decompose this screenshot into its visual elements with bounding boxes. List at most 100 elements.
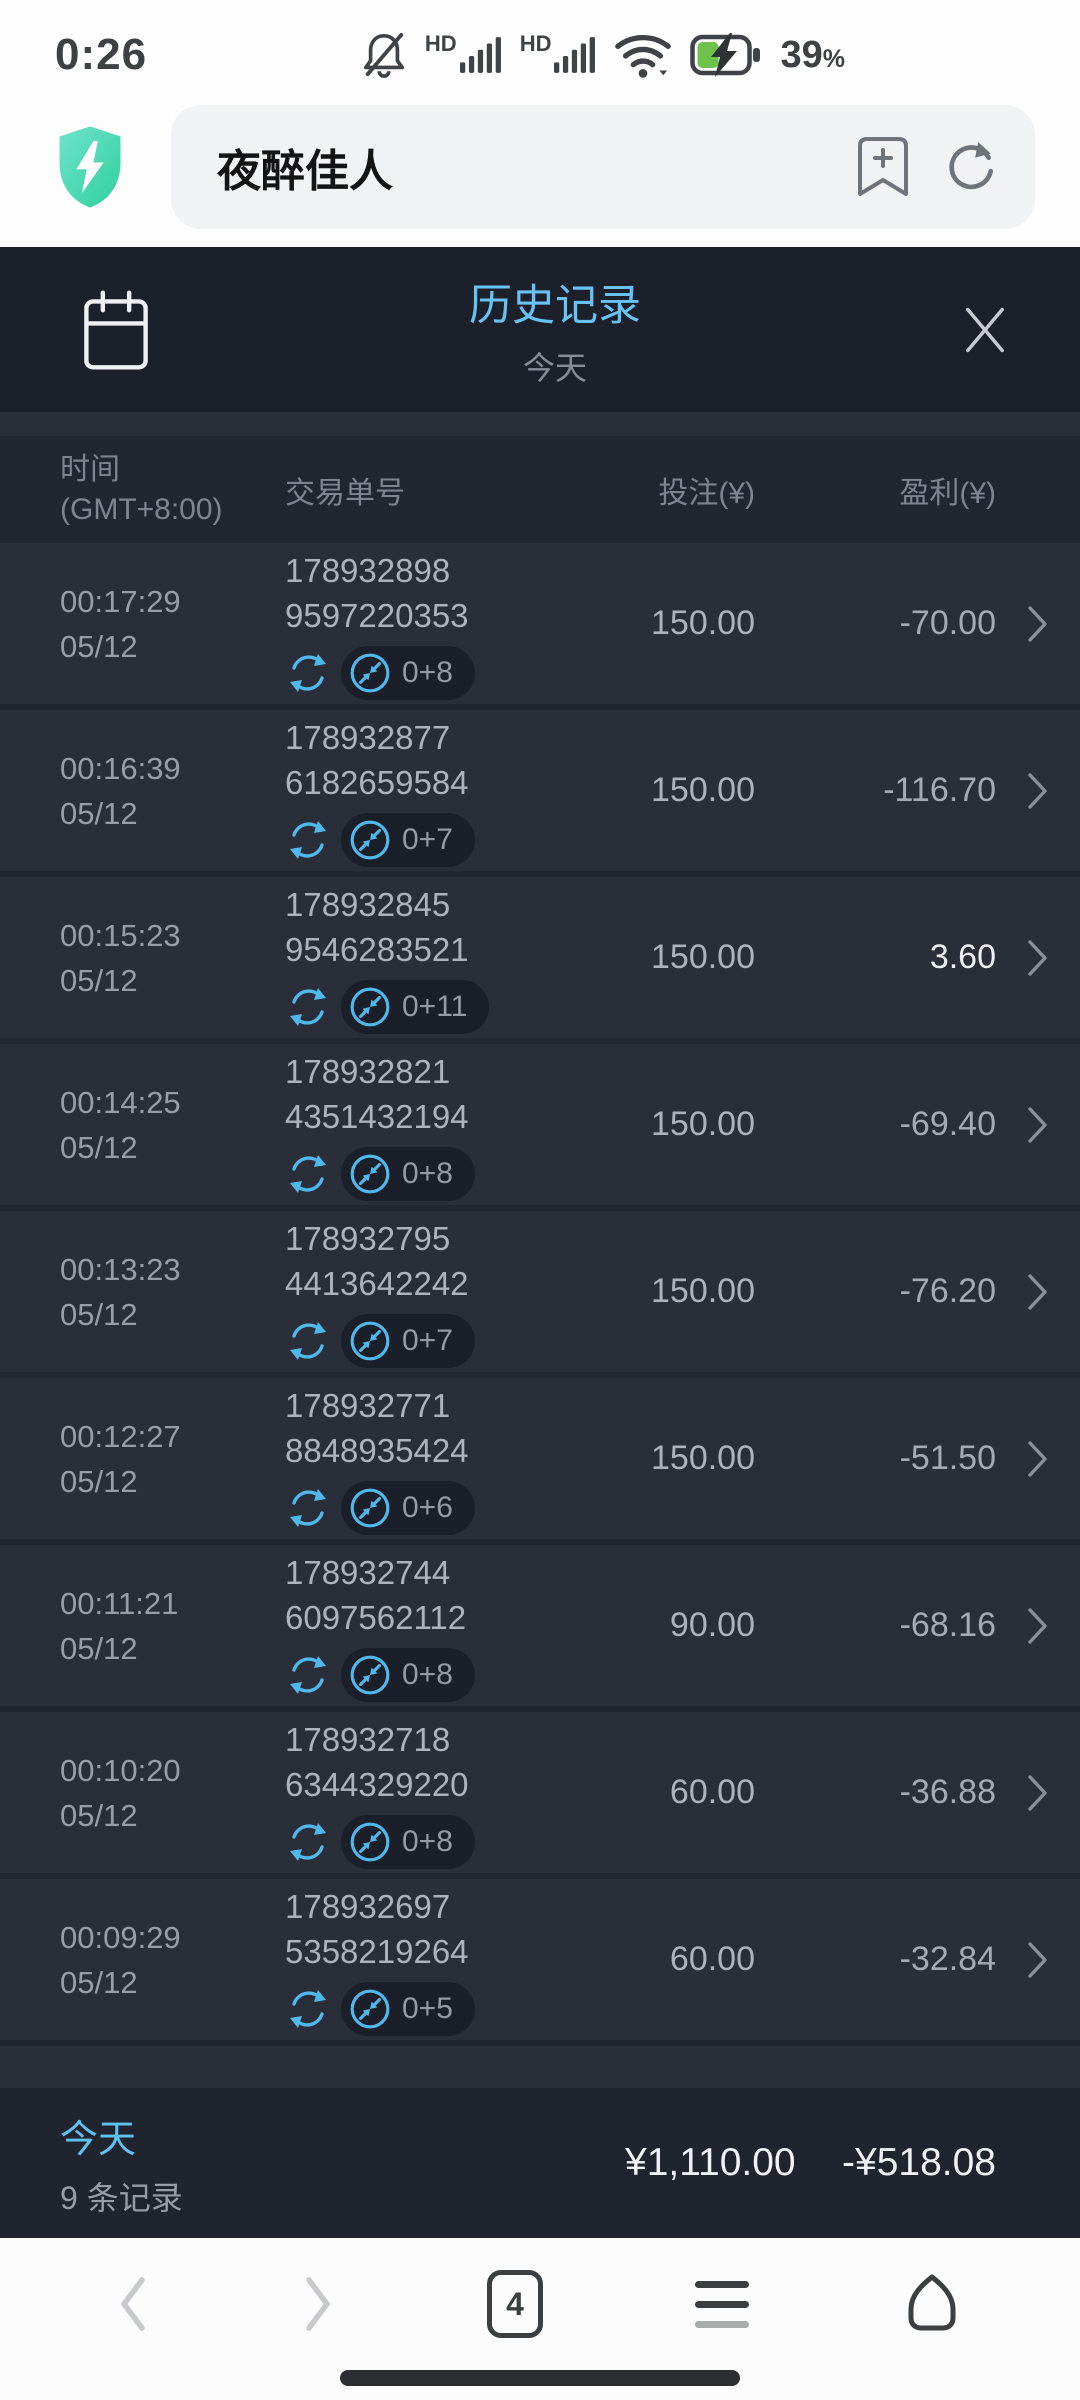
rounds-badge: 0+8 [341,645,475,700]
panel-title: 历史记录 [469,281,641,330]
transfer-compress-icon [348,1820,392,1864]
profit-value: -32.84 [899,1940,996,1978]
summary-count: 9 条记录 [60,2179,183,2216]
cycle-refresh-icon [285,984,331,1030]
signal-bars-hd-icon: HD [425,31,502,73]
home-icon[interactable] [900,2272,964,2336]
cycle-refresh-icon [285,1151,331,1197]
bet-value: 150.00 [651,771,755,809]
rounds-count: 0+7 [402,822,453,856]
browser-bottom-nav: 4 [0,2238,1080,2400]
add-bookmark-icon[interactable] [857,136,909,198]
transfer-compress-icon [348,1319,392,1363]
cycle-refresh-icon [285,1652,331,1698]
transfer-compress-icon [348,818,392,862]
table-row[interactable]: 00:13:23 05/12 178932795 4413642242 [0,1211,1080,1378]
back-icon[interactable] [116,2274,150,2334]
chevron-right-icon[interactable] [996,769,1080,813]
summary-period: 今天 [60,2118,137,2161]
bet-value: 60.00 [669,1940,755,1978]
chevron-right-icon[interactable] [996,1604,1080,1648]
table-row[interactable]: 00:11:21 05/12 178932744 6097562112 [0,1545,1080,1712]
row-order: 178932898 9597220353 [285,548,625,700]
panel-subtitle: 今天 [522,349,587,386]
bet-value: 150.00 [651,938,755,976]
tabs-icon[interactable]: 4 [486,2270,543,2338]
row-time: 00:15:23 05/12 [60,917,181,998]
status-bar: 0:26 HD HD [0,0,1080,100]
table-bottom-strip [0,2046,1080,2088]
status-icons: HD HD [361,31,845,79]
panel-gap-band [0,412,1080,436]
profit-value: 3.60 [929,938,996,976]
table-row[interactable]: 00:15:23 05/12 178932845 9546283521 [0,877,1080,1044]
chevron-right-icon[interactable] [996,1103,1080,1147]
rounds-badge: 0+11 [341,979,490,1034]
signal-bars-hd-icon: HD [520,31,597,73]
shield-security-icon[interactable] [55,124,125,210]
table-row[interactable]: 00:10:20 05/12 178932718 6344329220 [0,1712,1080,1879]
rounds-count: 0+8 [402,1657,453,1691]
row-order: 178932821 4351432194 [285,1049,625,1201]
table-row[interactable]: 00:14:25 05/12 178932821 4351432194 [0,1044,1080,1211]
calendar-icon[interactable] [82,288,150,372]
profit-value: -70.00 [899,604,996,642]
table-row[interactable]: 00:12:27 05/12 178932771 8848935424 [0,1378,1080,1545]
close-icon[interactable] [960,302,1010,358]
summary-bar: 今天 9 条记录 ¥1,110.00 -¥518.08 [0,2088,1080,2238]
cycle-refresh-icon [285,1485,331,1531]
row-time: 00:13:23 05/12 [60,1251,181,1332]
menu-icon[interactable] [694,2280,749,2328]
col-header-profit: 盈利(¥) [899,476,996,510]
address-bar[interactable]: 夜醉佳人 [171,104,1035,229]
wifi-icon [614,31,672,79]
bet-value: 60.00 [669,1773,755,1811]
cycle-refresh-icon [285,1986,331,2032]
row-order: 178932744 6097562112 [285,1550,625,1702]
table-row[interactable]: 00:17:29 05/12 178932898 9597220353 [0,543,1080,710]
row-time: 00:14:25 05/12 [60,1084,181,1165]
table-row[interactable]: 00:16:39 05/12 178932877 6182659584 [0,710,1080,877]
cycle-refresh-icon [285,650,331,696]
row-time: 00:16:39 05/12 [60,750,181,831]
bet-value: 150.00 [651,1272,755,1310]
row-order: 178932845 9546283521 [285,882,625,1034]
rounds-count: 0+8 [402,1824,453,1858]
table-row[interactable]: 00:09:29 05/12 178932697 5358219264 [0,1879,1080,2046]
forward-icon[interactable] [301,2274,335,2334]
rounds-badge: 0+7 [341,1313,475,1368]
transfer-compress-icon [348,985,392,1029]
profit-value: -68.16 [899,1606,996,1644]
col-header-bet: 投注(¥) [658,476,755,510]
chevron-right-icon[interactable] [996,1437,1080,1481]
rounds-count: 0+6 [402,1490,453,1524]
row-order: 178932718 6344329220 [285,1717,625,1869]
transfer-compress-icon [348,1486,392,1530]
col-header-order: 交易单号 [285,476,405,510]
battery-percent: 39% [780,33,845,76]
history-panel-header: 历史记录 今天 [0,247,1080,412]
row-order: 178932697 5358219264 [285,1884,625,2036]
cycle-refresh-icon [285,1318,331,1364]
row-time: 00:12:27 05/12 [60,1418,181,1499]
clock: 0:26 [55,30,148,79]
refresh-icon[interactable] [943,139,999,195]
rounds-count: 0+5 [402,1991,453,2025]
gesture-bar[interactable] [340,2370,740,2386]
bet-value: 150.00 [651,604,755,642]
summary-total-bet: ¥1,110.00 [625,2141,796,2184]
profit-value: -51.50 [899,1439,996,1477]
transfer-compress-icon [348,651,392,695]
chevron-right-icon[interactable] [996,936,1080,980]
chevron-right-icon[interactable] [996,1771,1080,1815]
rounds-count: 0+8 [402,1156,453,1190]
profit-value: -76.20 [899,1272,996,1310]
chevron-right-icon[interactable] [996,1270,1080,1314]
muted-bell-icon [361,31,407,79]
bet-value: 90.00 [669,1606,755,1644]
cycle-refresh-icon [285,817,331,863]
chevron-right-icon[interactable] [996,1938,1080,1982]
chevron-right-icon[interactable] [996,602,1080,646]
table-header: 时间 (GMT+8:00) 交易单号 投注(¥) 盈利(¥) [0,436,1080,543]
row-order: 178932771 8848935424 [285,1383,625,1535]
